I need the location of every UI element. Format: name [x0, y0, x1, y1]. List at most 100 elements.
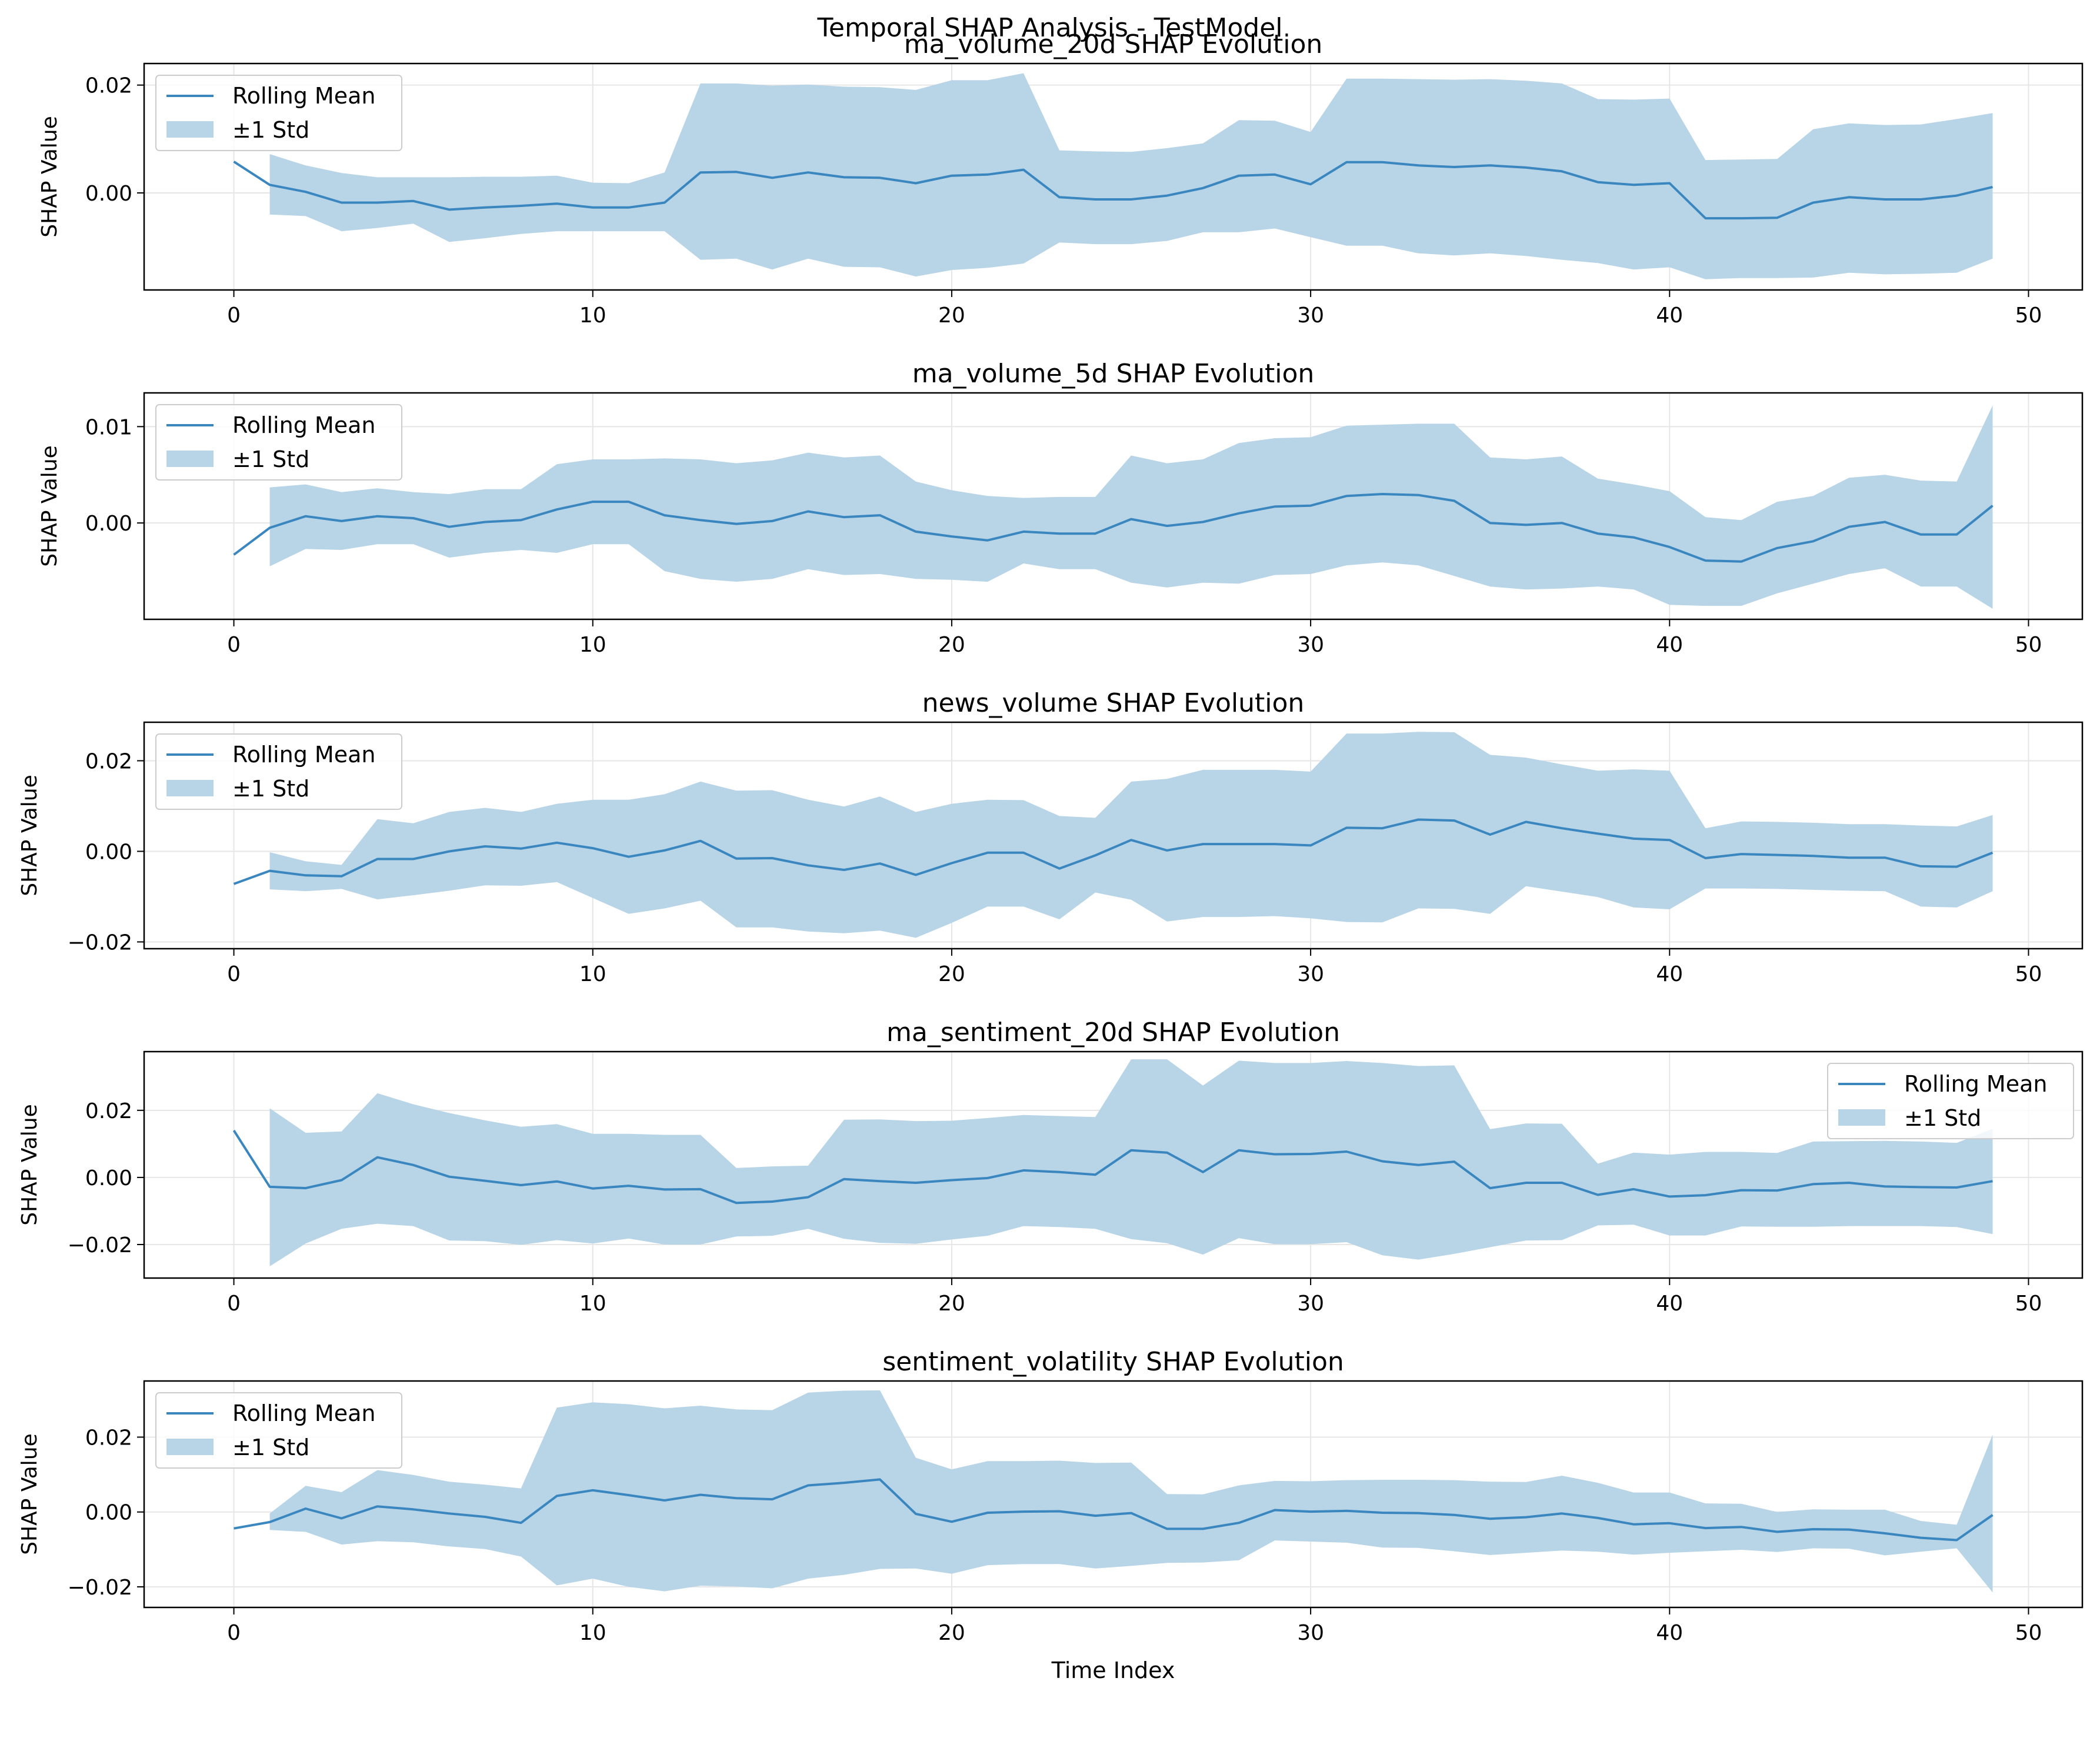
x-tick-label: 0 [227, 303, 241, 328]
std-band [269, 1390, 1993, 1593]
x-tick-label: 0 [227, 633, 241, 657]
legend-box [155, 404, 402, 481]
std-band [269, 1059, 1993, 1266]
legend-band-swatch [166, 780, 214, 796]
legend-label-std: ±1 Std [232, 117, 309, 143]
y-tick-label: 0.01 [85, 415, 132, 439]
x-tick-label: 50 [2015, 1292, 2042, 1316]
rolling-mean-line [233, 818, 1994, 885]
x-tick-label: 20 [938, 1292, 965, 1316]
y-tick-label: 0.00 [85, 182, 132, 206]
x-tick-label: 40 [1656, 1621, 1683, 1645]
x-tick-label: 10 [579, 962, 606, 986]
x-tick-label: 10 [579, 633, 606, 657]
legend-label-std: ±1 Std [232, 446, 309, 472]
x-tick-label: 30 [1297, 1292, 1324, 1316]
subplot-1: ma_volume_20d SHAP Evolution 0 10 20 30 40 50 0… [38, 29, 2084, 328]
subplot-2: ma_volume_5d SHAP Evolution 0 10 20 30 40 50 0.… [38, 359, 2084, 657]
legend-band-swatch [1838, 1109, 1885, 1126]
legend-label-rolling-mean: Rolling Mean [232, 412, 375, 438]
x-tick-label: 0 [227, 962, 241, 986]
y-axis-label: SHAP Value [18, 1104, 42, 1226]
axes-frame [143, 721, 2084, 950]
x-tick-label: 30 [1297, 962, 1324, 986]
subplot-3: news_volume SHAP Evolution 0 10 20 30 40 50 −0.… [18, 688, 2084, 986]
y-tick-label: 0.00 [85, 840, 132, 864]
legend: Rolling Mean ±1 Std [155, 733, 402, 810]
rolling-mean-line [233, 493, 1994, 563]
x-tick-label: 10 [579, 1292, 606, 1316]
x-tick-label: 50 [2015, 1621, 2042, 1645]
x-tick-label: 40 [1656, 303, 1683, 328]
y-tick-label: −0.02 [68, 930, 132, 955]
std-band [269, 405, 1993, 609]
y-axis-label: SHAP Value [18, 775, 42, 896]
axes-frame [143, 62, 2084, 291]
legend: Rolling Mean ±1 Std [1827, 1063, 2074, 1139]
rolling-mean-line [234, 1478, 1994, 1542]
std-band [269, 73, 1993, 279]
legend-label-rolling-mean: Rolling Mean [232, 742, 375, 768]
figure-title: Temporal SHAP Analysis - TestModel [817, 13, 1283, 43]
y-tick-label: 0.02 [85, 1099, 132, 1123]
rolling-mean-line [233, 161, 1993, 220]
x-tick-label: 30 [1297, 1621, 1324, 1645]
legend-label-std: ±1 Std [1904, 1105, 1981, 1131]
x-tick-label: 40 [1656, 962, 1683, 986]
legend-band-swatch [166, 121, 214, 138]
legend-label-rolling-mean: Rolling Mean [232, 1400, 375, 1426]
x-tick-label: 20 [938, 633, 965, 657]
legend: Rolling Mean ±1 Std [155, 1392, 402, 1469]
y-tick-label: 0.02 [85, 74, 132, 98]
x-tick-label: 30 [1297, 303, 1324, 328]
x-tick-label: 10 [579, 1621, 606, 1645]
legend: Rolling Mean ±1 Std [155, 404, 402, 481]
legend-label-std: ±1 Std [232, 776, 309, 802]
y-axis-label: SHAP Value [38, 445, 62, 567]
legend-band-swatch [166, 451, 214, 467]
y-axis-label: SHAP Value [18, 1433, 42, 1555]
subplot-panels: ma_volume_20d SHAP Evolution 0 10 20 30 40 50 0… [18, 29, 2084, 1683]
subplot-title: sentiment_volatility SHAP Evolution [882, 1347, 1344, 1377]
y-tick-label: 0.00 [85, 512, 132, 536]
rolling-mean-line [232, 1129, 1993, 1205]
x-tick-label: 10 [579, 303, 606, 328]
x-tick-label: 30 [1297, 633, 1324, 657]
subplot-title: ma_sentiment_20d SHAP Evolution [886, 1018, 1340, 1048]
axes-frame [143, 1050, 2084, 1279]
std-band [269, 732, 1993, 938]
y-tick-label: 0.00 [85, 1166, 132, 1190]
subplot-title: ma_volume_5d SHAP Evolution [912, 359, 1315, 389]
legend-label-rolling-mean: Rolling Mean [232, 83, 375, 109]
legend-box [155, 75, 402, 151]
x-tick-label: 20 [938, 1621, 965, 1645]
x-axis-label: Time Index [1051, 1657, 1175, 1683]
x-tick-label: 50 [2015, 303, 2042, 328]
y-tick-label: −0.02 [68, 1233, 132, 1257]
subplot-title: news_volume SHAP Evolution [922, 688, 1305, 718]
x-tick-label: 50 [2015, 633, 2042, 657]
axes-frame [143, 1380, 2084, 1609]
legend-band-swatch [166, 1439, 214, 1455]
legend: Rolling Mean ±1 Std [155, 75, 402, 151]
legend-box [155, 1392, 402, 1469]
x-tick-label: 20 [938, 962, 965, 986]
x-tick-label: 20 [938, 303, 965, 328]
y-tick-label: 0.00 [85, 1501, 132, 1525]
legend-label-rolling-mean: Rolling Mean [1904, 1071, 2047, 1097]
subplot-4: ma_sentiment_20d SHAP Evolution 0 10 20 30 40… [18, 1018, 2084, 1316]
x-tick-label: 50 [2015, 962, 2042, 986]
axes-frame [143, 392, 2084, 621]
legend-label-std: ±1 Std [232, 1435, 309, 1460]
legend-box [1827, 1063, 2074, 1139]
y-tick-label: −0.02 [68, 1576, 132, 1600]
y-axis-label: SHAP Value [38, 116, 62, 238]
x-tick-label: 40 [1656, 633, 1683, 657]
x-tick-label: 0 [227, 1621, 241, 1645]
y-tick-label: 0.02 [85, 1426, 132, 1450]
subplot-title: ma_volume_20d SHAP Evolution [904, 29, 1323, 59]
x-tick-label: 40 [1656, 1292, 1683, 1316]
y-tick-label: 0.02 [85, 749, 132, 773]
legend-box [155, 733, 402, 810]
